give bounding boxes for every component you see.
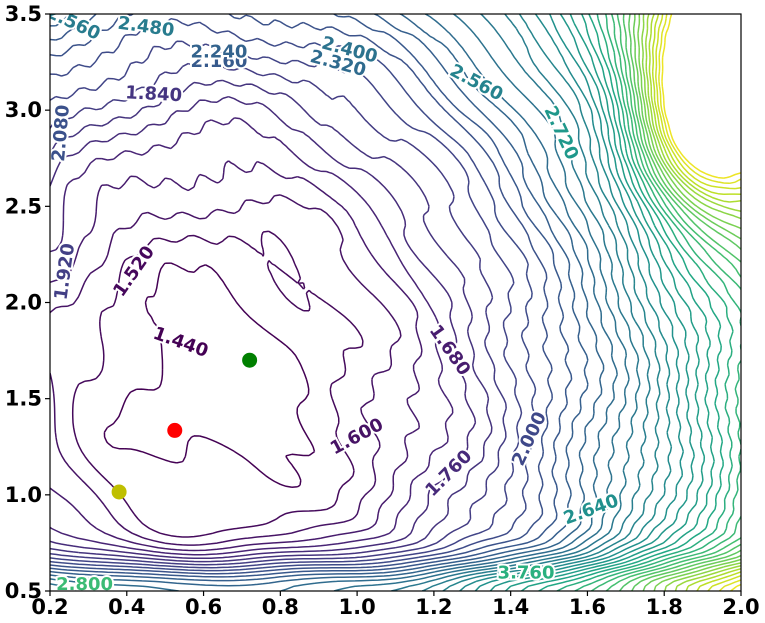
contour-level-1 bbox=[71, 230, 364, 538]
contour-lines bbox=[50, 14, 741, 591]
y-tick-label-4: 2.5 bbox=[5, 194, 42, 218]
x-tick-label-4: 1.0 bbox=[339, 595, 376, 619]
y-tick-label-1: 1.0 bbox=[5, 483, 42, 507]
contour-level-32 bbox=[637, 14, 741, 591]
y-tick-label-0: 0.5 bbox=[5, 579, 42, 603]
y-axis: 0.5 1.0 1.5 2.0 2.5 3.0 3.5 bbox=[5, 2, 50, 603]
contour-level-4 bbox=[50, 117, 454, 556]
x-tick-label-6: 1.4 bbox=[492, 595, 529, 619]
red-marker bbox=[167, 422, 183, 438]
x-tick-label-7: 1.6 bbox=[569, 595, 606, 619]
contour-level-39 bbox=[661, 14, 741, 591]
x-tick-label-5: 1.2 bbox=[415, 595, 452, 619]
contour-level-14 bbox=[50, 14, 618, 591]
x-tick-label-9: 2.0 bbox=[722, 595, 759, 619]
x-axis: 0.2 0.4 0.6 0.8 1.0 1.2 1.4 1.6 1.8 2.0 bbox=[31, 591, 760, 619]
contour-label-5: 1.840 bbox=[125, 82, 183, 106]
contour-level-25 bbox=[556, 14, 734, 591]
x-tick-label-2: 0.6 bbox=[185, 595, 222, 619]
green-marker bbox=[242, 352, 258, 368]
y-tick-label-3: 2.0 bbox=[5, 291, 42, 315]
contour-level-11 bbox=[50, 14, 573, 578]
contour-level-31 bbox=[632, 14, 741, 591]
contour-level-5 bbox=[50, 95, 477, 560]
contour-level-30 bbox=[628, 14, 741, 591]
contour-label-17: 3.760 bbox=[498, 563, 555, 584]
x-tick-label-1: 0.4 bbox=[108, 595, 145, 619]
yellow-marker bbox=[111, 484, 127, 500]
contour-level-19 bbox=[459, 14, 673, 591]
contour-label-10: 2.240 bbox=[190, 41, 247, 62]
contour-level-37 bbox=[655, 14, 741, 591]
y-tick-label-6: 3.5 bbox=[5, 2, 42, 26]
contour-level-35 bbox=[648, 14, 741, 591]
contour-level-34 bbox=[645, 14, 741, 591]
x-tick-label-8: 1.8 bbox=[646, 595, 683, 619]
contour-level-28 bbox=[605, 14, 741, 591]
contour-level-6 bbox=[50, 79, 493, 563]
contour-level-13 bbox=[50, 14, 605, 587]
contour-level-33 bbox=[641, 14, 741, 591]
x-tick-label-0: 0.2 bbox=[31, 595, 68, 619]
contour-level-8 bbox=[50, 40, 523, 569]
contour-level-10 bbox=[50, 14, 553, 575]
contour-level-15 bbox=[50, 14, 630, 591]
point-markers bbox=[111, 352, 258, 500]
contour-level-12 bbox=[50, 14, 589, 582]
contour-level-38 bbox=[658, 14, 741, 591]
y-tick-label-5: 3.0 bbox=[5, 98, 42, 122]
contour-label-9: 2.160 bbox=[190, 51, 247, 72]
contour-level-26 bbox=[574, 14, 741, 591]
contour-level-22 bbox=[504, 14, 706, 591]
contour-level-7 bbox=[50, 62, 507, 566]
contour-level-9 bbox=[50, 17, 537, 572]
contour-level-36 bbox=[651, 14, 741, 591]
contour-level-27 bbox=[590, 14, 741, 591]
y-tick-label-2: 1.5 bbox=[5, 387, 42, 411]
contour-level-21 bbox=[489, 14, 695, 591]
contour-level-2 bbox=[50, 194, 402, 546]
x-tick-label-3: 0.8 bbox=[262, 595, 299, 619]
contour-level-3 bbox=[50, 160, 423, 552]
contour-level-0 bbox=[103, 262, 316, 489]
contour-label-18: 2.800 bbox=[56, 574, 113, 595]
contour-level-18 bbox=[442, 14, 661, 591]
